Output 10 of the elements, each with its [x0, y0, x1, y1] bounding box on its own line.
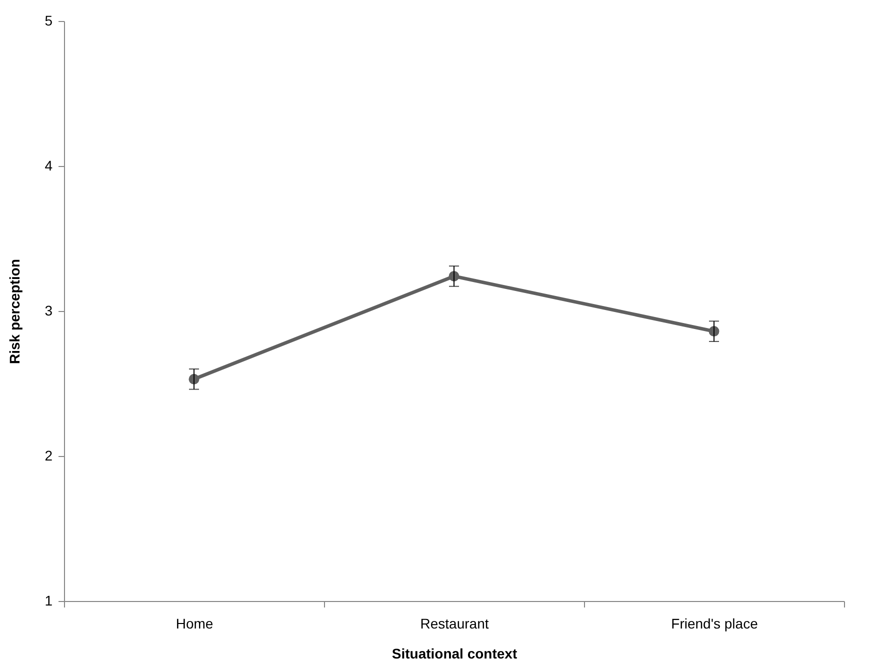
y-tick-label: 1	[44, 592, 53, 608]
x-tick-label: Home	[176, 616, 214, 632]
y-tick-label: 4	[44, 158, 53, 174]
y-axis-title: Risk perception	[6, 258, 23, 364]
x-tick-label: Friend's place	[671, 616, 758, 632]
y-tick-label: 3	[44, 302, 53, 318]
y-tick-label: 2	[44, 448, 53, 464]
x-tick-label: Restaurant	[420, 616, 489, 632]
x-axis-title: Situational context	[392, 646, 518, 662]
y-tick-label: 5	[44, 12, 53, 28]
